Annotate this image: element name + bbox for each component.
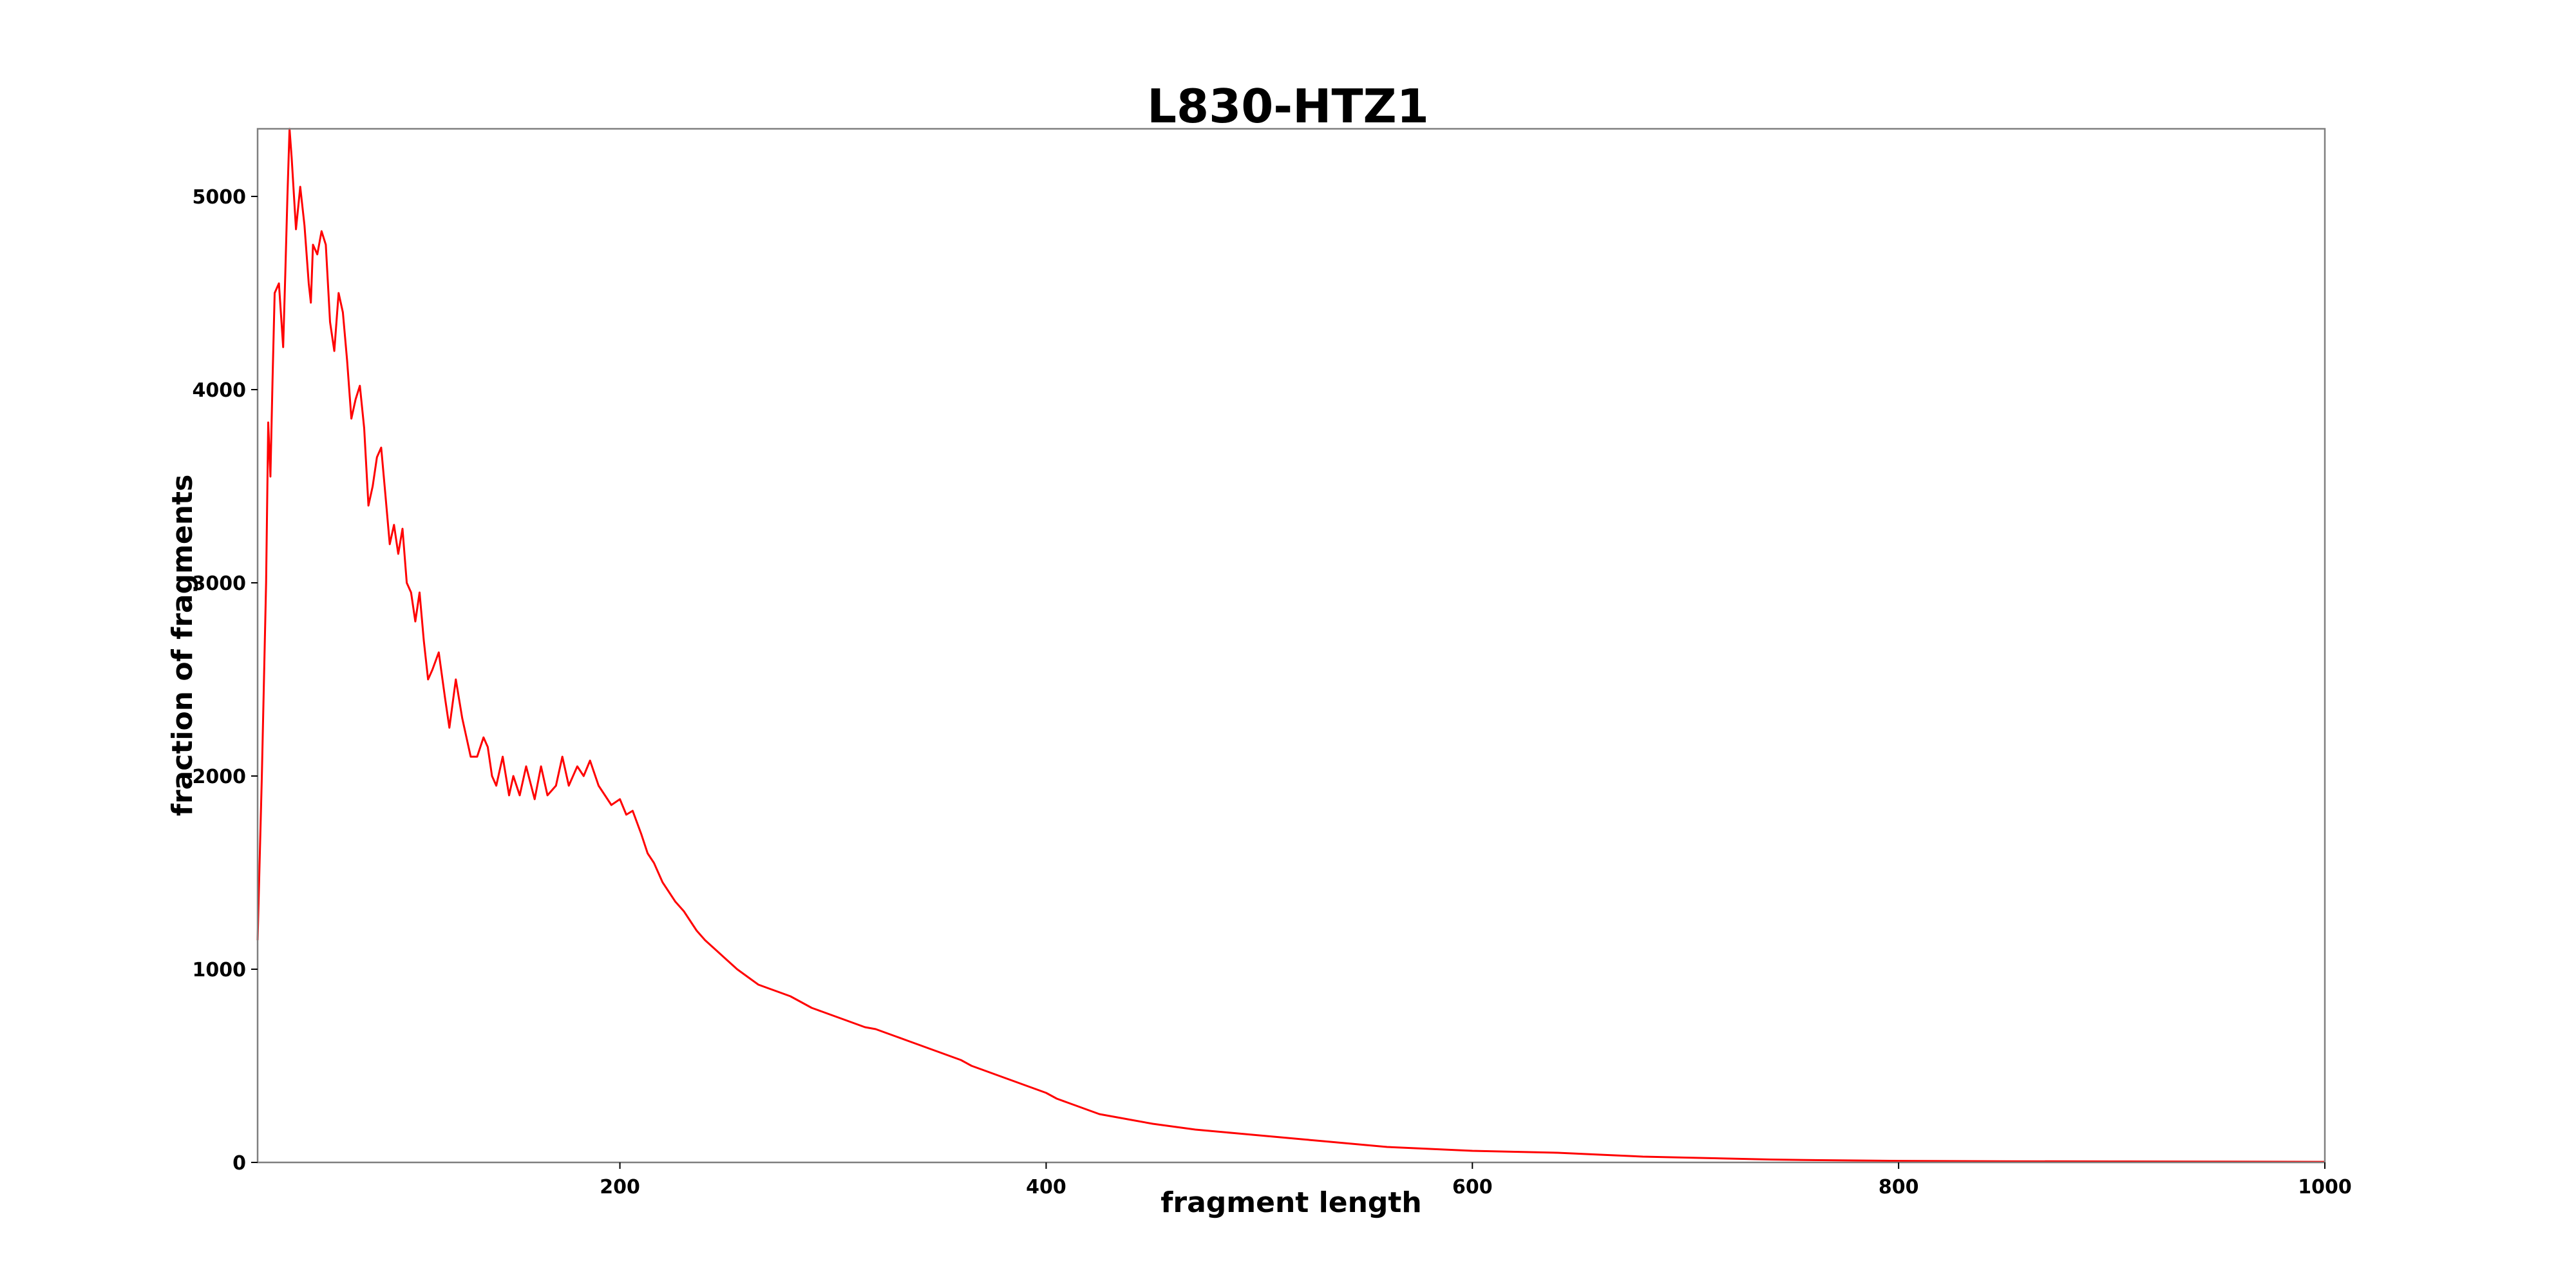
x-tick-label: 200 xyxy=(600,1176,640,1198)
series-line-0 xyxy=(256,128,2325,1163)
chart-title: L830-HTZ1 xyxy=(1147,79,1429,133)
x-tick-label: 400 xyxy=(1026,1176,1066,1198)
y-tick-label: 4000 xyxy=(193,379,247,402)
y-tick-label: 5000 xyxy=(193,186,247,209)
y-tick-label: 0 xyxy=(232,1152,246,1175)
x-tick-label: 800 xyxy=(1879,1176,1919,1198)
x-axis-title: fragment length xyxy=(1160,1186,1422,1219)
y-tick-label: 3000 xyxy=(193,573,247,595)
plot-frame xyxy=(256,128,2326,1164)
x-tick-label: 600 xyxy=(1452,1176,1493,1198)
y-axis: 0 1000 2000 3000 4000 5000 xyxy=(193,186,258,1175)
x-tick-label: 1000 xyxy=(2298,1176,2352,1198)
series-layer xyxy=(256,128,2325,1163)
x-axis: 200 400 600 800 1000 xyxy=(600,1162,2352,1198)
y-tick-label: 1000 xyxy=(193,959,247,981)
y-axis-title: fraction of fragments xyxy=(166,475,199,817)
y-tick-label: 2000 xyxy=(193,766,247,788)
